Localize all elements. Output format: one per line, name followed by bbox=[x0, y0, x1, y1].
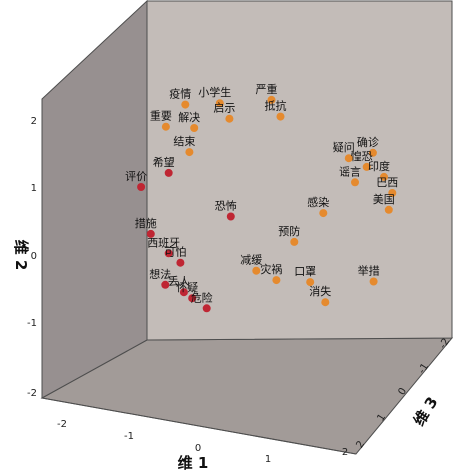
data-point-label: 解决 bbox=[178, 110, 200, 124]
z-tick-label: 2 bbox=[355, 439, 368, 450]
front-axis-edge bbox=[41, 397, 357, 455]
data-point bbox=[185, 148, 194, 157]
data-point bbox=[188, 294, 197, 303]
x-axis-ticks: -2 -1 0 1 2 bbox=[57, 419, 348, 465]
data-point bbox=[351, 178, 359, 187]
data-point-label: 举措 bbox=[358, 264, 380, 278]
data-point-label: 口罩 bbox=[294, 265, 316, 278]
data-point bbox=[369, 277, 378, 286]
data-point-label: 消失 bbox=[309, 284, 331, 298]
data-point-label: 评价 bbox=[125, 170, 147, 183]
y-tick-label: 1 bbox=[31, 183, 37, 194]
data-point bbox=[181, 100, 190, 109]
data-point-label: 启示 bbox=[213, 102, 235, 115]
data-point bbox=[202, 304, 211, 313]
data-point-label: 怀疑 bbox=[176, 281, 198, 294]
x-tick-label: -2 bbox=[57, 419, 67, 430]
data-point-label: 谣言 bbox=[339, 165, 361, 178]
data-point bbox=[226, 212, 235, 221]
data-point-label: 希望 bbox=[153, 155, 175, 169]
data-point bbox=[368, 148, 377, 157]
z-tick-label: 1 bbox=[376, 412, 389, 423]
data-point bbox=[362, 162, 371, 171]
data-point bbox=[384, 205, 393, 214]
data-point bbox=[252, 266, 261, 275]
y-axis-ticks: 2 1 0 -1 -2 bbox=[27, 116, 37, 399]
y-axis-title: 维 2 bbox=[12, 240, 30, 271]
data-point-label: 丢人 bbox=[168, 275, 190, 288]
data-point bbox=[176, 258, 185, 267]
data-point bbox=[164, 168, 173, 177]
data-point bbox=[344, 154, 353, 163]
data-point-label: 减缓 bbox=[240, 254, 262, 267]
data-point bbox=[190, 124, 199, 132]
x-tick-label: 1 bbox=[265, 454, 271, 465]
data-point-label: 疫情 bbox=[169, 87, 191, 101]
side-wall-plane bbox=[41, 0, 148, 399]
data-point-label: 可怕 bbox=[164, 246, 186, 259]
back-wall-plane bbox=[146, 0, 453, 341]
data-point-label: 惶恐 bbox=[351, 150, 373, 163]
data-point bbox=[276, 112, 285, 121]
data-point-label: 结束 bbox=[173, 135, 195, 148]
z-tick-label: 0 bbox=[397, 386, 410, 397]
data-point-label: 印度 bbox=[368, 159, 390, 173]
z-tick-label: -1 bbox=[417, 362, 432, 376]
data-point-label: 疑问 bbox=[333, 141, 355, 154]
z-axis-title: 维 3 bbox=[410, 394, 442, 430]
x-tick-label: 2 bbox=[342, 447, 348, 458]
data-point-label: 灾祸 bbox=[260, 262, 282, 276]
data-point bbox=[161, 122, 170, 131]
data-point-label: 巴西 bbox=[376, 176, 398, 189]
data-point-label: 措施 bbox=[135, 216, 157, 230]
data-point-label: 想法 bbox=[149, 267, 171, 281]
data-point bbox=[161, 280, 170, 289]
data-point bbox=[290, 237, 299, 246]
y-tick-label: 0 bbox=[31, 251, 37, 262]
y-tick-label: 2 bbox=[31, 116, 37, 127]
data-point bbox=[388, 189, 397, 197]
data-points bbox=[137, 95, 397, 313]
data-point bbox=[380, 172, 388, 181]
data-point bbox=[179, 288, 188, 297]
z-tick-label: -2 bbox=[438, 337, 453, 351]
data-point bbox=[225, 114, 234, 123]
data-point-label: 美国 bbox=[373, 193, 395, 206]
z-axis-ticks: 2 1 0 -1 -2 bbox=[355, 337, 453, 451]
data-point bbox=[272, 276, 281, 285]
data-point bbox=[319, 209, 328, 218]
data-point bbox=[146, 229, 155, 238]
data-point-label: 西班牙 bbox=[147, 236, 180, 249]
y-tick-label: -1 bbox=[27, 318, 37, 329]
data-point-label: 恐怖 bbox=[215, 199, 237, 213]
data-point bbox=[321, 298, 330, 307]
data-point bbox=[306, 278, 315, 287]
data-point bbox=[137, 183, 146, 191]
x-axis-title: 维 1 bbox=[178, 454, 209, 471]
data-point bbox=[215, 99, 224, 108]
x-tick-label: -1 bbox=[124, 431, 134, 442]
data-point-label: 危险 bbox=[191, 290, 213, 304]
data-point-label: 感染 bbox=[307, 195, 329, 209]
data-point bbox=[164, 249, 173, 258]
data-point bbox=[267, 95, 276, 104]
data-point-label: 严重 bbox=[256, 82, 278, 96]
data-point-label: 小学生 bbox=[198, 85, 231, 99]
y-tick-label: -2 bbox=[27, 388, 37, 399]
data-point-label: 确诊 bbox=[357, 135, 379, 149]
data-point-label: 预防 bbox=[278, 224, 300, 238]
data-point-label: 重要 bbox=[150, 109, 172, 123]
data-point-label: 抵抗 bbox=[265, 99, 287, 113]
x-tick-label: 0 bbox=[195, 443, 201, 454]
